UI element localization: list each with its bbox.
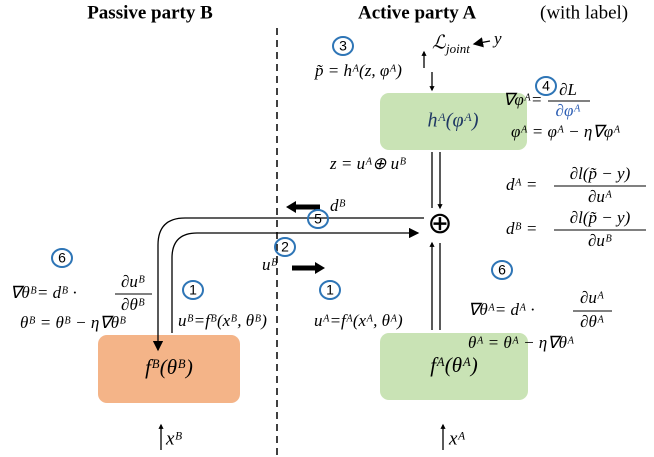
step-number: 6 bbox=[498, 262, 506, 278]
step-circle bbox=[535, 76, 557, 96]
dB-den: ∂uᴮ bbox=[588, 231, 612, 250]
passive-title: Passive party B bbox=[87, 2, 213, 23]
step-circle bbox=[491, 260, 513, 280]
dB-num: ∂l(p̃ − y) bbox=[570, 208, 631, 227]
step-number: 1 bbox=[326, 282, 334, 298]
step-number: 6 bbox=[58, 250, 66, 266]
z-eq: z = uᴬ⊕ uᴮ bbox=[329, 154, 406, 173]
step-circle bbox=[319, 280, 341, 300]
thetaA-update: θᴬ = θᴬ − η∇θᴬ bbox=[468, 333, 574, 352]
arrow-head bbox=[315, 262, 325, 274]
grad-thetaA-den: ∂θᴬ bbox=[580, 312, 604, 331]
step-number: 5 bbox=[314, 211, 322, 227]
grad-thetaB-num: ∂uᴮ bbox=[121, 272, 145, 291]
grad-thetaB-den: ∂θᴮ bbox=[121, 295, 145, 314]
step-number: 3 bbox=[339, 38, 347, 54]
step-circle bbox=[332, 36, 354, 56]
step-circle bbox=[307, 209, 329, 229]
arrow bbox=[472, 37, 491, 48]
grad-thetaA-num: ∂uᴬ bbox=[580, 288, 604, 307]
step-number: 4 bbox=[542, 78, 550, 94]
grad-phi-den: ∂φᴬ bbox=[556, 101, 581, 120]
fB-label: fᴮ(θᴮ) bbox=[145, 355, 193, 379]
dA-den: ∂uᴬ bbox=[588, 187, 612, 206]
arrow-head bbox=[286, 201, 296, 213]
loss-sub: joint bbox=[444, 41, 470, 56]
grad-thetaB-lhs: ∇θᴮ= dᴮ · bbox=[10, 283, 77, 302]
uA-eq: uᴬ=fᴬ(xᴬ, θᴬ) bbox=[314, 311, 403, 330]
active-note: (with label) bbox=[540, 2, 628, 23]
oplus: ⊕ bbox=[427, 207, 452, 240]
thetaB-update: θᴮ = θᴮ − η∇θᴮ bbox=[20, 313, 126, 332]
p-tilde: p̃ = hᴬ(z, φᴬ) bbox=[314, 61, 402, 80]
grad-phi-num: ∂L bbox=[559, 80, 577, 99]
step-circle bbox=[274, 237, 296, 257]
uB-label: uᴮ bbox=[262, 255, 278, 274]
grad-phi-lhs: ∇φᴬ= bbox=[503, 90, 542, 109]
step-circle bbox=[182, 280, 204, 300]
dA-num: ∂l(p̃ − y) bbox=[570, 164, 631, 183]
step-number: 1 bbox=[189, 282, 197, 298]
active-title: Active party A bbox=[358, 2, 476, 23]
gradient-path bbox=[152, 217, 424, 352]
dB-label: dᴮ bbox=[330, 196, 346, 215]
h-label: hᴬ(φᴬ) bbox=[427, 110, 478, 132]
grad-thetaA-lhs: ∇θᴬ= dᴬ · bbox=[468, 300, 535, 319]
fB-box bbox=[98, 335, 240, 403]
dA-lhs: dᴬ = bbox=[506, 175, 537, 194]
xB: xᴮ bbox=[165, 428, 182, 449]
loss-symbol: ℒ bbox=[432, 32, 447, 53]
h-box bbox=[380, 93, 527, 150]
embedding-path bbox=[171, 227, 420, 333]
dB-lhs: dᴮ = bbox=[506, 219, 537, 238]
step-circle bbox=[51, 248, 73, 268]
loss-y: y bbox=[492, 29, 502, 48]
uB-eq: uᴮ=fᴮ(xᴮ, θᴮ) bbox=[178, 311, 267, 330]
fA-box bbox=[380, 333, 528, 400]
fA-label: fᴬ(θᴬ) bbox=[430, 353, 478, 377]
xA: xᴬ bbox=[448, 428, 465, 449]
phi-update: φᴬ = φᴬ − η∇φᴬ bbox=[511, 122, 620, 141]
step-markers: 3 4 5 2 1 1 6 6 bbox=[51, 36, 557, 300]
step-number: 2 bbox=[281, 239, 289, 255]
